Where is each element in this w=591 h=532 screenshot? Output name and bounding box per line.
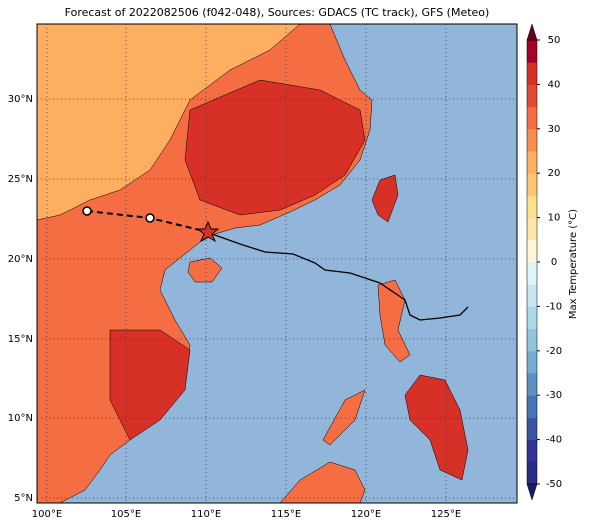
lat-label: 25°N (8, 174, 33, 185)
colorbar-segment (527, 461, 537, 485)
lon-label: 120°E (351, 509, 381, 520)
colorbar-extend (526, 483, 538, 501)
track-point (145, 213, 155, 223)
colorbar-segment (527, 417, 537, 441)
colorbar-segment (527, 350, 537, 374)
colorbar-extend (526, 23, 538, 41)
lat-label: 20°N (8, 254, 33, 265)
colorbar-segment (527, 373, 537, 396)
colorbar-tick-label: 0 (551, 257, 557, 268)
lon-label: 100°E (32, 509, 62, 520)
lat-label: 10°N (8, 413, 33, 424)
colorbar-tick-label: 30 (548, 124, 561, 135)
colorbar-tick-label: -50 (546, 479, 562, 490)
colorbar-segment (527, 395, 537, 418)
land (404, 374, 469, 481)
land (109, 329, 191, 441)
land (377, 279, 411, 363)
track-point (82, 206, 92, 216)
colorbar-tick-label: 10 (548, 213, 561, 224)
land (322, 389, 366, 446)
colorbar-segment (527, 439, 537, 463)
map-title: Forecast of 2022082506 (f042-048), Sourc… (65, 6, 490, 19)
colorbar-tick-label: 50 (548, 35, 561, 46)
storm-position (196, 220, 220, 243)
colorbar-segment (527, 106, 537, 130)
map-area (37, 24, 517, 503)
lon-label: 110°E (191, 509, 221, 520)
colorbar-segment (527, 128, 537, 152)
colorbar-segment (527, 151, 537, 174)
land (187, 257, 223, 283)
lon-label: 115°E (271, 509, 301, 520)
lon-label: 125°E (431, 509, 461, 520)
colorbar-segment (527, 173, 537, 196)
colorbar-tick-label: -40 (546, 435, 562, 446)
lon-label: 105°E (111, 509, 141, 520)
colorbar-segment (527, 262, 537, 285)
land (371, 174, 399, 223)
colorbar-tick-label: 40 (548, 79, 561, 90)
colorbar-tick-label: -30 (546, 390, 562, 401)
colorbar-segment (527, 62, 537, 85)
colorbar-segment (527, 217, 537, 241)
colorbar-tick-label: 20 (548, 168, 561, 179)
colorbar-segment (527, 284, 537, 307)
colorbar-segment (527, 40, 537, 63)
colorbar-tick-label: -20 (546, 346, 562, 357)
colorbar: -50 -40 -30 -20 -10 0 10 20 30 40 50 (526, 23, 562, 501)
lat-label: 15°N (8, 334, 33, 345)
colorbar-segment (527, 328, 537, 352)
map-frame (36, 23, 518, 504)
colorbar-segment (527, 84, 537, 108)
colorbar-segment (527, 306, 537, 330)
land (184, 79, 366, 216)
colorbar-tick-label: -10 (546, 301, 562, 312)
lat-label: 30°N (8, 94, 33, 105)
tc-track (211, 233, 469, 321)
land (279, 461, 366, 503)
land (37, 24, 301, 221)
colorbar-segment (527, 195, 537, 219)
colorbar-segment (527, 239, 537, 263)
colorbar-label: Max Temperature (°C) (568, 209, 579, 319)
lat-label: 5°N (14, 493, 33, 504)
